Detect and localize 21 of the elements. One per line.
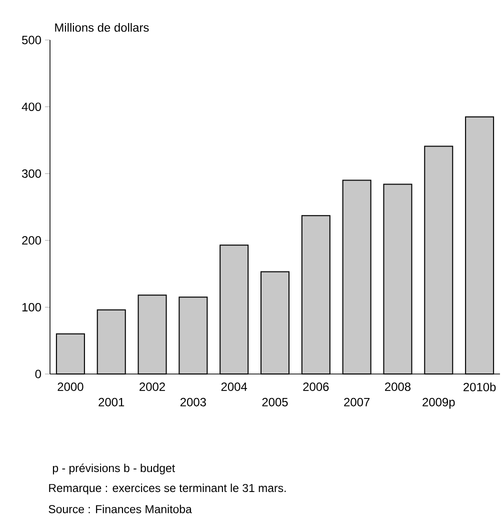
- x-tick-label: 2005: [262, 398, 288, 406]
- y-tick-label: 400: [22, 102, 42, 112]
- x-tick-label: 2001: [98, 398, 124, 406]
- x-tick-label: 2006: [303, 382, 329, 391]
- x-tick-label: 2007: [344, 398, 370, 406]
- y-tick-label: 0: [35, 370, 42, 378]
- y-tick-label: 500: [22, 36, 42, 44]
- text: Remarque : exercices se terminant le 31 mars.: [49, 484, 286, 494]
- y-tick-label: 100: [22, 302, 42, 312]
- source-note: Source : Finances Manitoba: [48, 504, 192, 514]
- text: p - prévisions b - budget: [52, 464, 175, 474]
- y-axis-title: Millions de dollars: [55, 23, 149, 32]
- x-tick-label: 2000: [58, 382, 84, 391]
- y-tick-label: 300: [22, 169, 42, 178]
- x-tick-label: 2004: [221, 382, 248, 391]
- x-tick-label: 2008: [385, 382, 410, 391]
- x-tick-label: 2010b: [464, 382, 496, 392]
- x-tick-label: 2002: [140, 382, 165, 391]
- x-tick-label: 2003: [180, 398, 206, 406]
- x-tick-label: 2009p: [422, 398, 455, 409]
- y-tick-label: 200: [22, 236, 42, 245]
